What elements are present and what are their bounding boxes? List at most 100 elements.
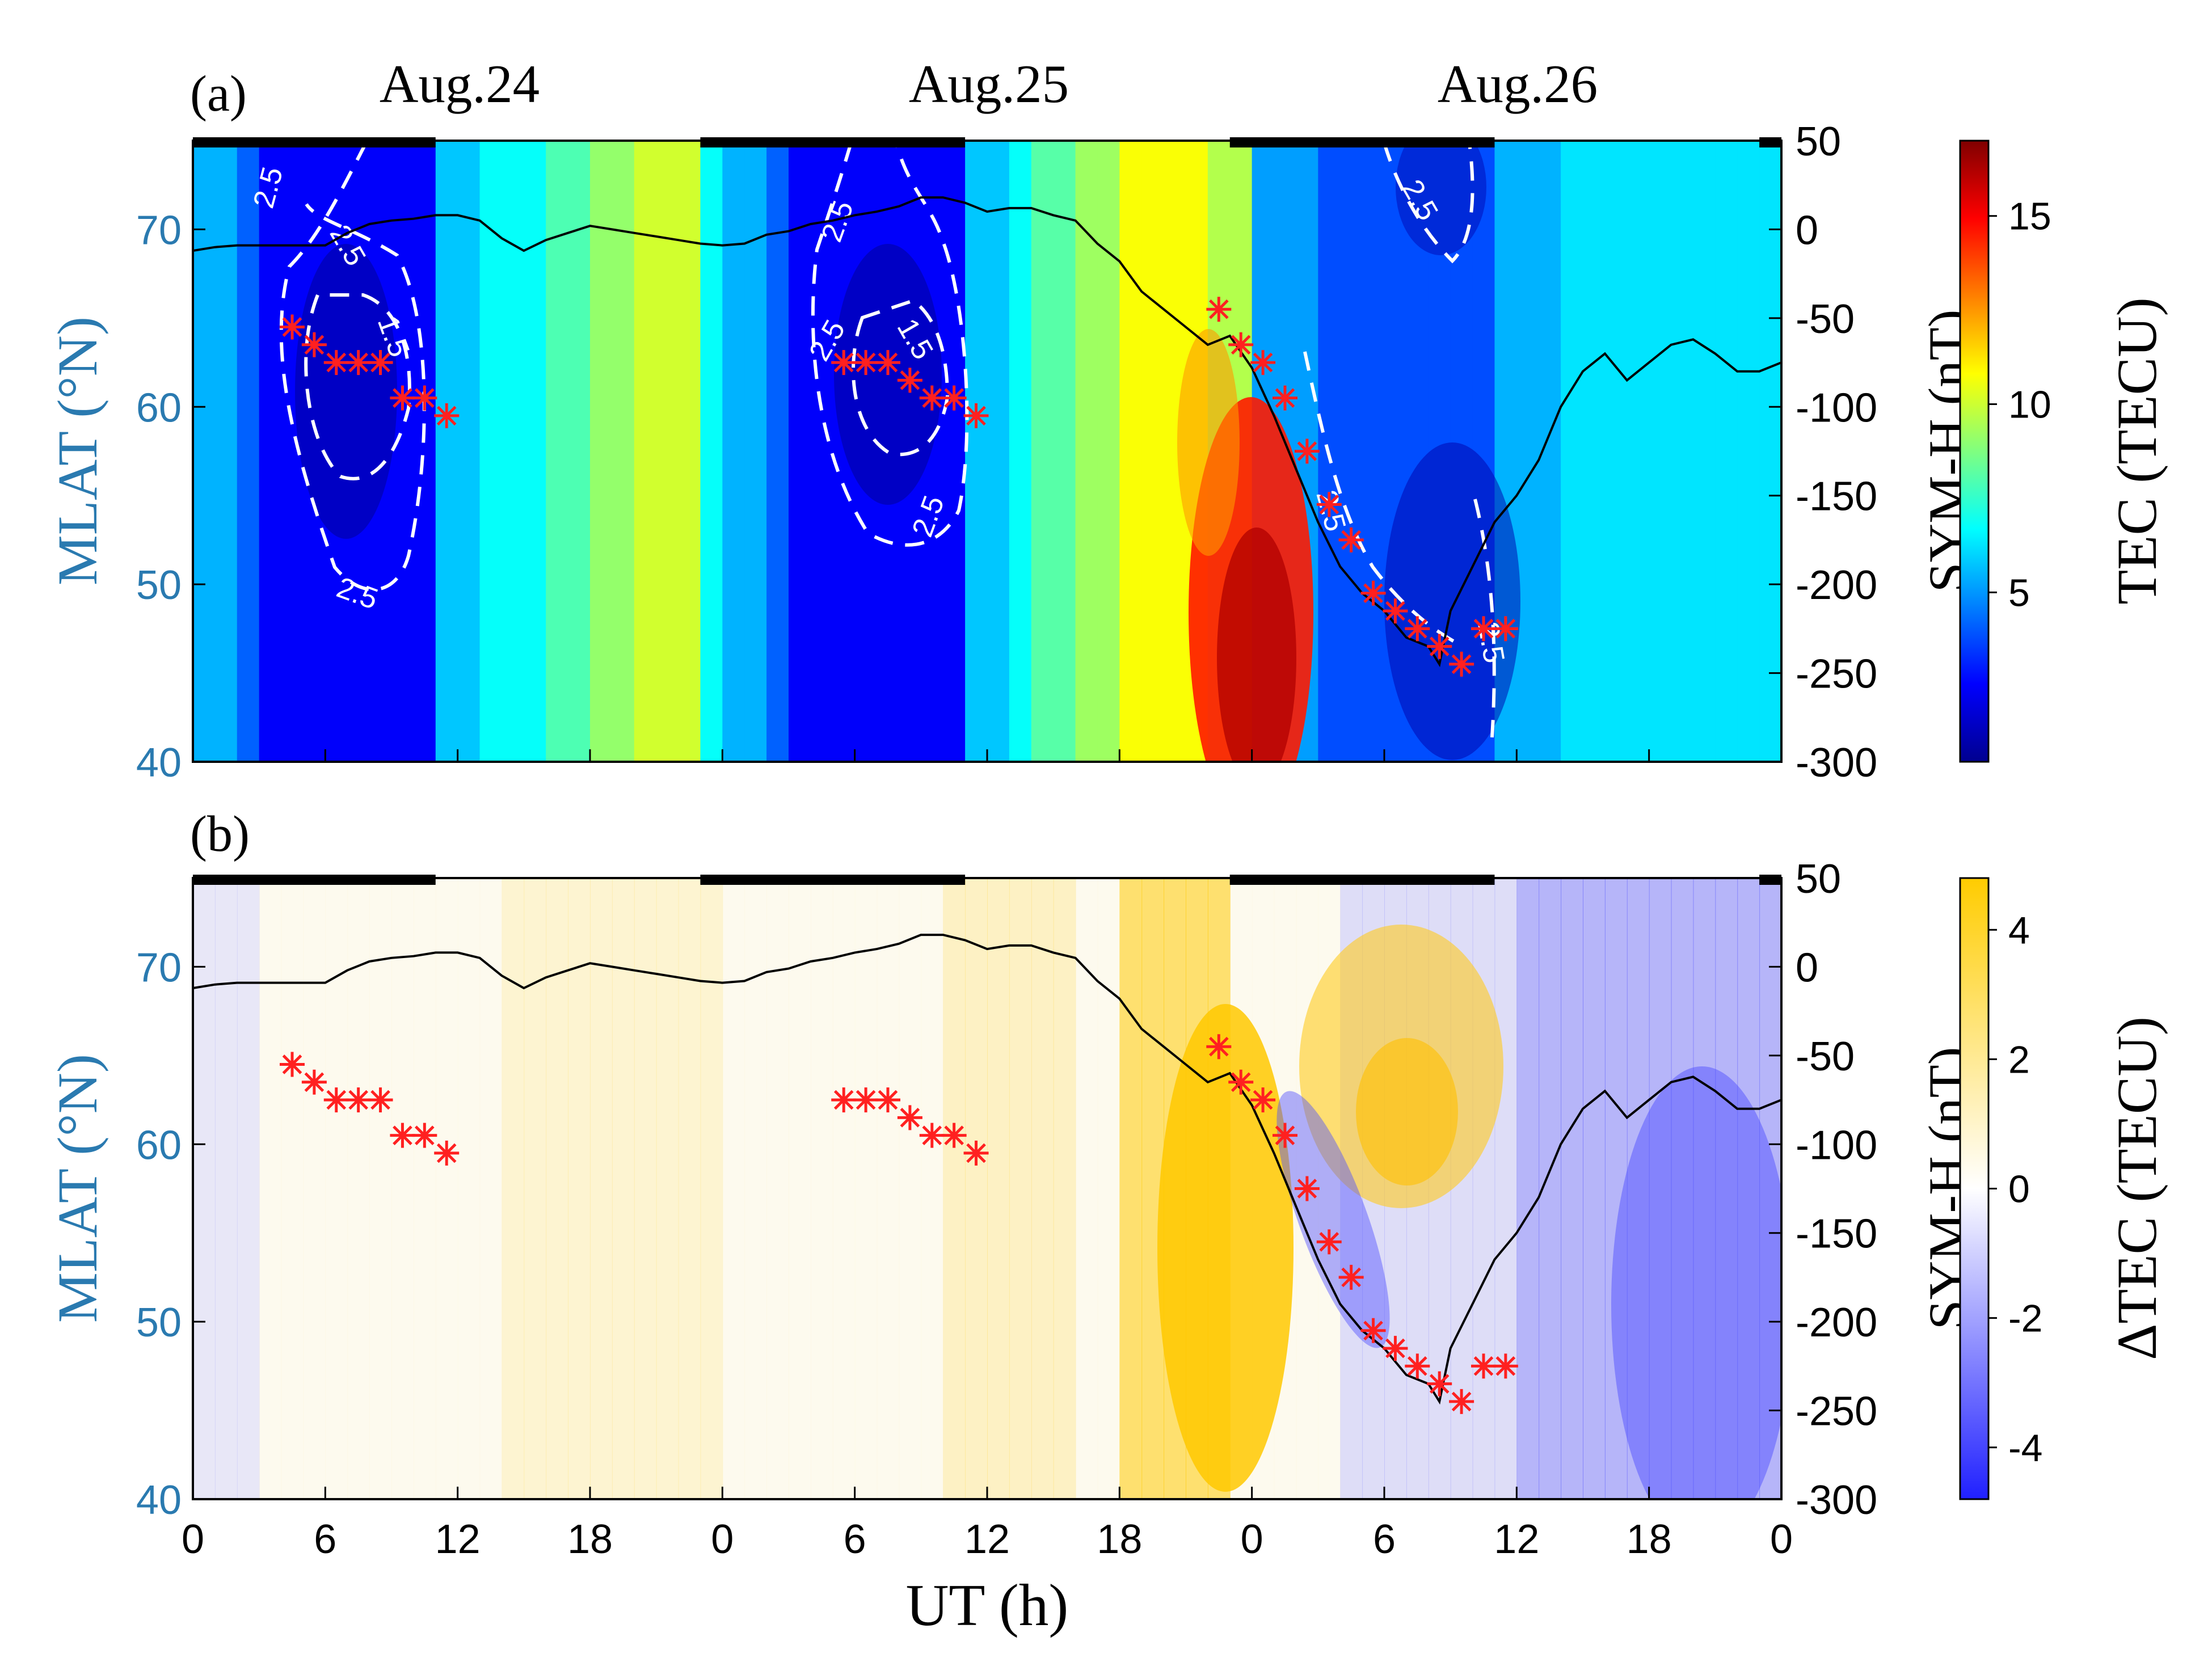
tec-column [568,141,591,762]
tec-column [237,141,260,762]
trough-marker [1383,598,1408,624]
right-tick-label: 0 [1796,945,1818,990]
left-tick-label: 50 [136,1300,182,1345]
tec-column [987,141,1010,762]
dtec-column [700,878,723,1499]
night-bar [1759,875,1781,885]
tec-column [789,141,811,762]
trough-marker [1405,1353,1430,1379]
panel-b-heatmap [193,878,1781,1499]
dtec-column [369,878,392,1499]
dtec-column [568,878,591,1499]
x-tick-label: 0 [182,1517,204,1562]
trough-marker-stroke [856,352,876,373]
trough-marker-stroke [1319,1232,1339,1252]
dtec-column [634,878,657,1499]
trough-marker [280,1052,305,1077]
panel-a-heatmap: 2.5 2.5 1.5 2.5 2.5 2.5 1.5 2.5 2.5 2.5 … [193,141,1781,762]
left-tick-label: 40 [136,740,182,786]
tec-column [1340,141,1363,762]
trough-marker [390,1123,415,1148]
contours [279,142,1496,738]
trough-marker [919,1123,945,1148]
panel-a-sym-h-line [193,196,1781,668]
trough-marker-stroke [348,1090,368,1110]
right-tick-label: -150 [1796,1212,1877,1257]
dtec-column [214,878,238,1499]
positive-anomaly-storm [1157,1004,1294,1492]
panel-a-left-axis: 40 50 60 70 [136,208,205,786]
trough-marker [1338,1264,1364,1290]
x-axis: 0 6 12 18 0 6 12 18 0 6 12 18 0 [182,749,1793,1562]
dtec-column [612,878,635,1499]
dtec-column [1649,878,1672,1499]
x-tick-label: 6 [1373,1517,1396,1562]
dtec-column [259,878,282,1499]
dtec-column [1009,878,1032,1499]
trough-marker-stroke [1495,619,1516,639]
trough-marker-stroke [1385,1338,1405,1358]
contour-2.5-aug25a [811,142,969,547]
trough-marker-stroke [1429,1374,1450,1394]
trough-marker-stroke [1363,1320,1383,1341]
dtec-column [1693,878,1716,1499]
negative-anomaly-late [1611,1066,1781,1499]
tec-column [1141,141,1165,762]
trough-marker-stroke [1231,335,1251,355]
contour-1.5-aug24 [304,293,411,480]
night-bar [700,137,966,147]
trough-marker-stroke [1341,1267,1361,1288]
trough-marker [1228,1069,1254,1095]
panel-b-ylabel-left: MLAT (°N) [46,1054,109,1323]
dtec-column [921,878,943,1499]
trough-marker [941,385,967,411]
night-bar [193,137,436,147]
panel-b-dtec-columns [193,878,1781,1499]
dtec-column [546,878,569,1499]
trough-marker-stroke [1429,636,1450,656]
dtec-column [943,878,966,1499]
dtec-column [722,878,745,1499]
panel-a: 2.5 2.5 1.5 2.5 2.5 2.5 1.5 2.5 2.5 2.5 … [46,54,2168,786]
tec-column [678,141,701,762]
tec-column [590,141,613,762]
dtec-column [237,878,260,1499]
dtec-column [1031,878,1054,1499]
right-tick-label: 50 [1796,857,1841,902]
tec-column [766,141,789,762]
trough-marker-stroke [436,406,457,426]
tec-column [1583,141,1606,762]
trough-marker [1383,1336,1408,1361]
dtec-column [1627,878,1650,1499]
trough-marker [323,350,349,375]
storm-enhanced-density-core [1217,528,1296,762]
dtec-column [1604,878,1628,1499]
colorbar-b-ticks: -4 -2 0 2 4 [1988,909,2042,1470]
trough-aug26 [1384,442,1520,760]
tec-column [656,141,679,762]
tec-column [524,141,547,762]
trough-marker-stroke [878,1090,898,1110]
colorbar-b-label: ΔTEC (TECU) [2105,1016,2168,1360]
colorbar-a-tick-label: 15 [2008,195,2051,238]
colorbar-a-tick-label: 5 [2008,571,2030,614]
trough-marker [1250,1087,1276,1113]
trough-marker [919,385,945,411]
dtec-column [193,878,216,1499]
trough-marker [1449,1389,1474,1414]
trough-marker [1471,616,1496,642]
tec-column [1009,141,1032,762]
tec-column [1119,141,1143,762]
colorbar-b-tick-label: -2 [2008,1297,2042,1340]
trough-marker-stroke [1495,1356,1516,1376]
tec-column [1075,141,1098,762]
trough-marker [1316,1229,1342,1255]
dtec-column [524,878,547,1499]
panel-a-trough-markers [280,297,1518,677]
trough-marker [390,385,415,411]
trough-marker-stroke [1451,1391,1472,1412]
trough-marker-stroke [1275,388,1295,408]
trough-marker [897,1105,922,1130]
tec-column [1561,141,1583,762]
